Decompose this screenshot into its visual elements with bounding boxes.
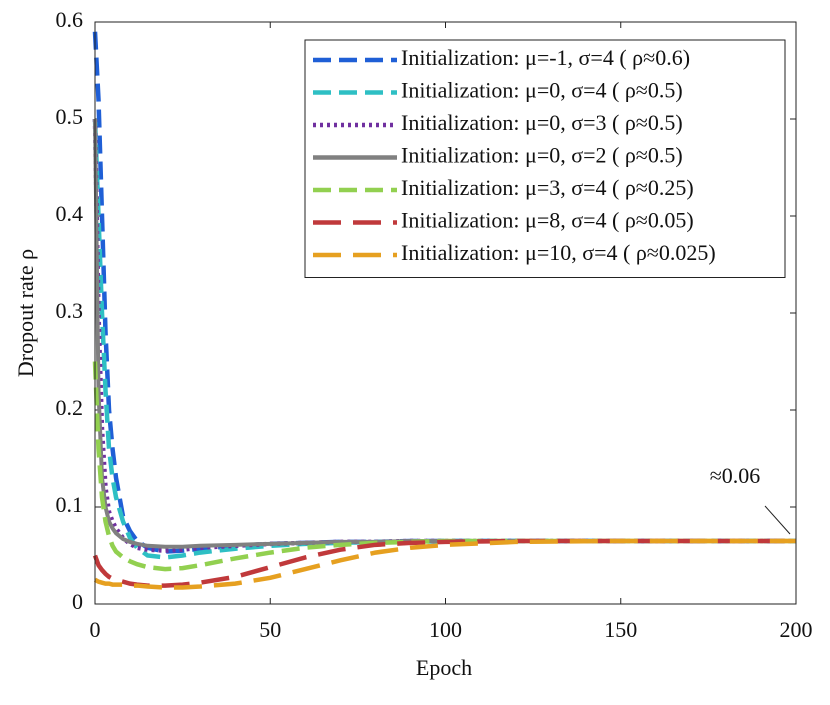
y-tick-label: 0.1 <box>56 492 84 517</box>
y-axis-label: Dropout rate ρ <box>13 249 38 377</box>
series-line <box>92 361 796 572</box>
legend-label: Initialization: μ=0, σ=4 ( ρ≈0.5) <box>401 78 683 103</box>
y-tick-label: 0.3 <box>56 298 84 323</box>
series-line <box>92 538 796 588</box>
legend-label: Initialization: μ=-1, σ=4 ( ρ≈0.6) <box>401 45 690 70</box>
y-tick-label: 0.5 <box>56 104 84 129</box>
legend-label: Initialization: μ=0, σ=3 ( ρ≈0.5) <box>401 110 683 135</box>
x-tick-label: 100 <box>429 617 462 642</box>
annotation: ≈0.06 <box>710 463 761 488</box>
x-axis-label: Epoch <box>416 655 472 680</box>
x-tick-label: 200 <box>780 617 813 642</box>
y-tick-label: 0.6 <box>56 7 84 32</box>
legend-label: Initialization: μ=10, σ=4 ( ρ≈0.025) <box>401 240 716 265</box>
x-tick-label: 50 <box>259 617 281 642</box>
legend-label: Initialization: μ=0, σ=2 ( ρ≈0.5) <box>401 143 683 168</box>
series-line <box>93 538 796 590</box>
x-tick-label: 0 <box>90 617 101 642</box>
x-tick-label: 150 <box>604 617 637 642</box>
plot-frame <box>94 21 797 605</box>
y-tick-label: 0 <box>72 589 83 614</box>
legend-label: Initialization: μ=8, σ=4 ( ρ≈0.05) <box>401 208 694 233</box>
y-tick-label: 0.4 <box>56 201 84 226</box>
series-line <box>92 118 796 553</box>
annotation-line <box>764 505 791 535</box>
legend-label: Initialization: μ=3, σ=4 ( ρ≈0.25) <box>401 175 694 200</box>
y-tick-label: 0.2 <box>56 395 84 420</box>
